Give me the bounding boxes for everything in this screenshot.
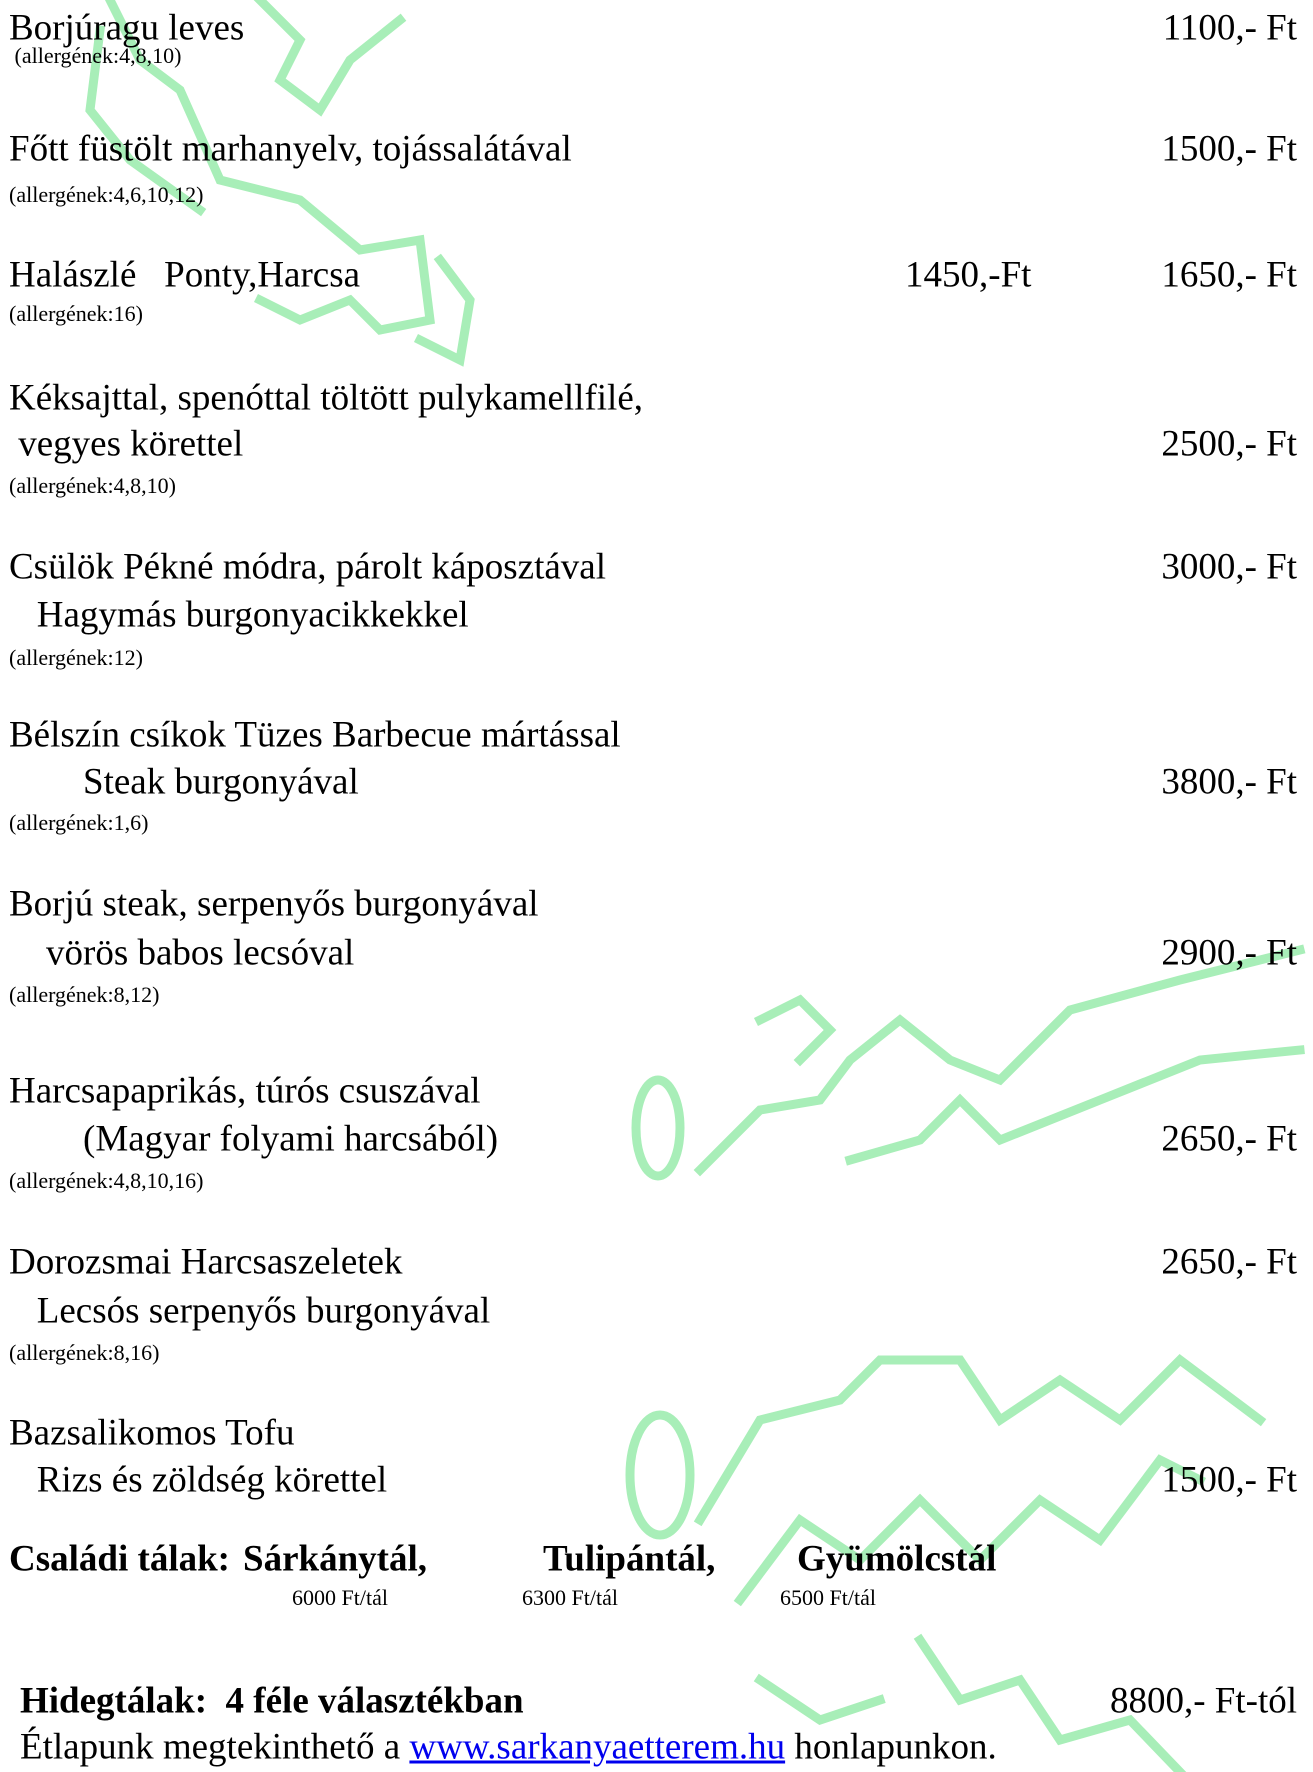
- allergens: (allergének:12): [9, 645, 143, 670]
- price: 3000,- Ft: [1161, 546, 1297, 588]
- item-name: Borjú steak, serpenyős burgonyával: [9, 883, 539, 925]
- price: 1100,- Ft: [1162, 7, 1297, 49]
- platter-name: Tulipántál,: [543, 1538, 716, 1580]
- platter-name: Gyümölcstál: [797, 1538, 997, 1580]
- price: 1650,- Ft: [1161, 254, 1297, 296]
- item-name: Bazsalikomos Tofu: [9, 1412, 295, 1454]
- platter-price: 6000 Ft/tál: [292, 1585, 388, 1610]
- price: 3800,- Ft: [1161, 761, 1297, 803]
- item-name: Halászlé Ponty,Harcsa: [9, 254, 361, 296]
- item-name: Lecsós serpenyős burgonyával: [9, 1290, 491, 1332]
- item-name: (Magyar folyami harcsából): [9, 1118, 499, 1160]
- price: 1500,- Ft: [1161, 1459, 1297, 1501]
- allergens: (allergének:16): [9, 301, 143, 326]
- item-name: Csülök Pékné módra, párolt káposztával: [9, 546, 607, 588]
- item-name: Borjúragu leves: [9, 7, 245, 49]
- website-link[interactable]: www.sarkanyaetterem.hu: [409, 1726, 786, 1768]
- allergens: (allergének:4,8,10): [9, 43, 182, 68]
- allergens: (allergének:4,8,10): [9, 473, 176, 498]
- price: 2900,- Ft: [1161, 932, 1297, 974]
- price: 2650,- Ft: [1161, 1118, 1297, 1160]
- item-name: Harcsapaprikás, túrós csuszával: [9, 1070, 481, 1112]
- footer: Étlapunk megtekinthető a www.sarkanyaett…: [20, 1729, 997, 1766]
- cold-price: 8800,- Ft-tól: [1109, 1680, 1297, 1722]
- platter-price: 6500 Ft/tál: [780, 1585, 876, 1610]
- platter-price: 6300 Ft/tál: [522, 1585, 618, 1610]
- allergens: (allergének:4,8,10,16): [9, 1168, 204, 1193]
- item-name: Főtt füstölt marhanyelv, tojássalátával: [9, 128, 572, 170]
- price: 2650,- Ft: [1161, 1241, 1297, 1283]
- family-title: Családi tálak:: [9, 1538, 231, 1580]
- alt-price: 1450,-Ft: [905, 254, 1032, 296]
- allergens: (allergének:8,16): [9, 1340, 160, 1365]
- cold-title: Hidegtálak: 4 féle választékban: [20, 1680, 524, 1722]
- price: 1500,- Ft: [1161, 128, 1297, 170]
- item-name: Steak burgonyával: [9, 761, 359, 803]
- price: 2500,- Ft: [1161, 423, 1297, 465]
- allergens: (allergének:8,12): [9, 982, 160, 1007]
- item-name: Rizs és zöldség körettel: [9, 1459, 388, 1501]
- allergens: (allergének:1,6): [9, 810, 149, 835]
- item-name: vörös babos lecsóval: [9, 932, 355, 974]
- platter-name: Sárkánytál,: [243, 1538, 428, 1580]
- item-name: Dorozsmai Harcsaszeletek: [9, 1241, 403, 1283]
- footer-text: honlapunkon.: [785, 1726, 997, 1768]
- item-name: Kéksajttal, spenóttal töltött pulykamell…: [9, 377, 644, 419]
- item-name: Hagymás burgonyacikkekkel: [9, 594, 469, 636]
- item-name: vegyes körettel: [9, 423, 244, 465]
- item-name: Bélszín csíkok Tüzes Barbecue mártással: [9, 714, 621, 756]
- allergens: (allergének:4,6,10,12): [9, 182, 204, 207]
- footer-text: Étlapunk megtekinthető a: [20, 1726, 410, 1768]
